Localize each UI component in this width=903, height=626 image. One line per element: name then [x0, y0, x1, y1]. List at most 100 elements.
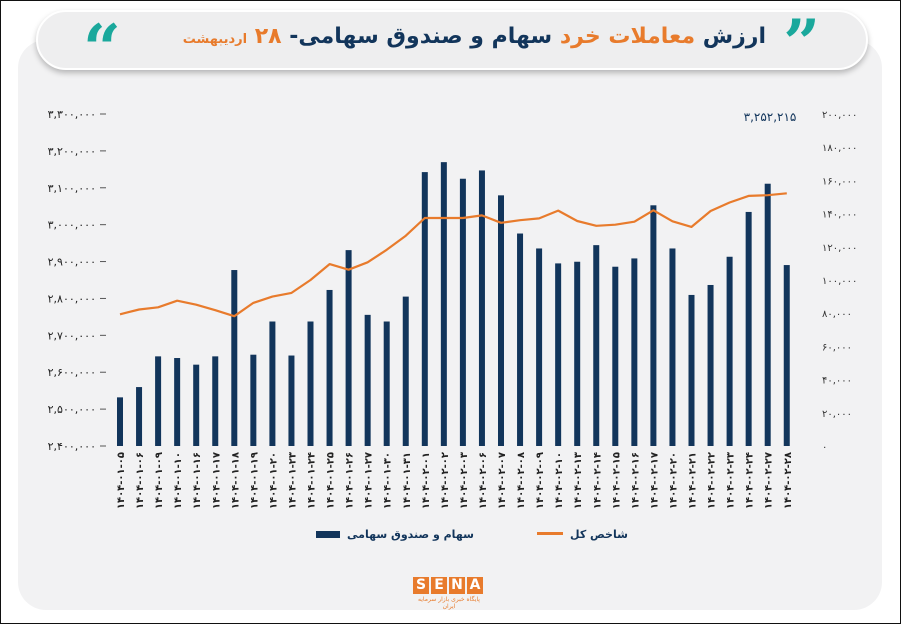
x-tick-label: ۱۴۰۴-۰۲-۱۴ — [592, 452, 603, 509]
bar-axis-tick: ۱۶۰,۰۰۰ — [822, 176, 857, 187]
index-axis-tick: ۳,۰۰۰,۰۰۰ — [48, 219, 96, 232]
index-axis-tick: ۲,۴۰۰,۰۰۰ — [48, 440, 96, 453]
bar-axis-tick: ۴۰,۰۰۰ — [822, 376, 852, 387]
bar — [193, 364, 200, 446]
x-tick-label: ۱۴۰۴-۰۱-۲۵ — [326, 452, 337, 509]
logo-letter: S — [413, 577, 429, 594]
x-axis-labels: ۱۴۰۴-۰۱-۰۵ ۱۴۰۴-۰۱-۰۶ ۱۴۰۴-۰۱-۰۹ ۱۴۰۴-۰۱-۱۰… — [116, 452, 794, 509]
x-tick-label: ۱۴۰۴-۰۱-۲۴ — [307, 452, 318, 509]
x-tick-label: ۱۴۰۴-۰۱-۲۷ — [364, 452, 375, 509]
index-axis-tick: ۲,۷۰۰,۰۰۰ — [48, 329, 96, 342]
bar — [555, 263, 562, 446]
bar — [402, 296, 409, 446]
x-tick-label: ۱۴۰۴-۰۱-۱۷ — [211, 452, 222, 509]
bar — [269, 321, 276, 446]
x-tick-label: ۱۴۰۴-۰۱-۲۰ — [268, 452, 279, 509]
x-tick-label: ۱۴۰۴-۰۲-۲۳ — [726, 452, 737, 509]
bar — [307, 321, 314, 446]
x-tick-label: ۱۴۰۴-۰۲-۲۷ — [764, 452, 775, 509]
x-tick-label: ۱۴۰۴-۰۲-۲۴ — [745, 452, 756, 509]
x-tick-label: ۱۴۰۴-۰۱-۰۶ — [135, 452, 146, 509]
bar — [345, 250, 352, 446]
x-tick-label: ۱۴۰۴-۰۲-۱۷ — [649, 452, 660, 509]
bar — [478, 170, 485, 446]
index-axis-tick: ۲,۵۰۰,۰۰۰ — [48, 403, 96, 416]
bar-axis-tick: ۱۲۰,۰۰۰ — [822, 243, 857, 254]
bar-axis-tick: ۱۰۰,۰۰۰ — [822, 276, 857, 287]
x-tick-label: ۱۴۰۴-۰۲-۱۳ — [573, 452, 584, 509]
title-part-day: ۲۸ — [254, 24, 282, 49]
bar — [669, 248, 676, 446]
quote-mark-left-icon: “ — [83, 10, 121, 88]
bar — [707, 284, 714, 446]
index-axis-tick: ۲,۹۰۰,۰۰۰ — [48, 256, 96, 269]
legend: سهام و صندوق سهامی شاخص کل — [316, 528, 628, 541]
bar-axis-tick: ۲۰۰,۰۰۰ — [822, 110, 857, 121]
x-tick-label: ۱۴۰۴-۰۲-۲۰ — [668, 452, 679, 509]
bar — [536, 248, 543, 446]
x-tick-label: ۱۴۰۴-۰۱-۱۸ — [230, 452, 241, 509]
bars-axis: ۰ ۲۰,۰۰۰ ۴۰,۰۰۰ ۶۰,۰۰۰ ۸۰,۰۰۰ ۱۰۰,۰۰۰ ۱۲۰,۰۰۰ ۱… — [822, 110, 857, 453]
index-axis-tick: ۲,۶۰۰,۰۰۰ — [48, 366, 96, 379]
bar — [574, 261, 581, 446]
bar — [764, 183, 771, 446]
legend-bar-swatch — [316, 531, 340, 538]
bar — [726, 256, 733, 446]
x-tick-label: ۱۴۰۴-۰۲-۰۸ — [516, 452, 527, 509]
x-tick-label: ۱۴۰۴-۰۲-۰۳ — [459, 452, 470, 509]
bar — [364, 314, 371, 446]
bar — [517, 233, 524, 446]
bar-axis-tick: ۱۴۰,۰۰۰ — [822, 210, 857, 221]
bar — [326, 289, 333, 446]
bar-axis-tick: ۸۰,۰۰۰ — [822, 309, 852, 320]
x-tick-label: ۱۴۰۴-۰۲-۱۶ — [630, 452, 641, 509]
logo-letter: N — [449, 577, 465, 594]
index-axis-tick: ۳,۱۰۰,۰۰۰ — [48, 182, 96, 195]
x-tick-label: ۱۴۰۴-۰۲-۱۰ — [554, 452, 565, 509]
bar — [117, 397, 123, 446]
legend-bar-label: سهام و صندوق سهامی — [347, 528, 474, 541]
title-part-stocks: سهام و صندوق سهامی- — [281, 24, 553, 49]
title-part-trades: معاملات خرد — [559, 24, 696, 49]
bars-series — [117, 162, 790, 447]
index-axis-tick: ۳,۳۰۰,۰۰۰ — [48, 108, 96, 121]
x-tick-label: ۱۴۰۴-۰۲-۱۵ — [611, 452, 622, 509]
x-tick-label: ۱۴۰۴-۰۱-۲۳ — [287, 452, 298, 509]
x-tick-label: ۱۴۰۴-۰۱-۱۹ — [249, 452, 260, 509]
logo-letter: A — [467, 577, 483, 594]
bar — [745, 211, 752, 446]
page-title: ارزش معاملات خرد سهام و صندوق سهامی- ۲۸ … — [183, 21, 766, 56]
bar — [250, 354, 257, 446]
bar — [783, 265, 790, 446]
bar — [231, 270, 238, 446]
x-tick-label: ۱۴۰۴-۰۲-۲۲ — [707, 452, 718, 509]
bar — [421, 172, 428, 446]
x-tick-label: ۱۴۰۴-۰۲-۰۱ — [421, 452, 432, 509]
bar — [631, 258, 638, 446]
bar-axis-tick: ۶۰,۰۰۰ — [822, 342, 852, 353]
x-tick-label: ۱۴۰۴-۰۱-۰۵ — [116, 452, 127, 509]
logo-tagline: پایگاه خبری بازار سرمایه ایران — [418, 596, 480, 610]
bar — [288, 355, 295, 446]
bar-axis-tick: ۲۰,۰۰۰ — [822, 409, 852, 420]
logo-letter: E — [431, 577, 447, 594]
title-part-value: ارزش — [702, 24, 766, 49]
index-axis-tick: ۳,۲۰۰,۰۰۰ — [48, 145, 96, 158]
chart-card — [18, 40, 882, 610]
last-index-annotation: ۳,۲۵۲,۲۱۵ — [744, 110, 797, 124]
x-tick-label: ۱۴۰۴-۰۱-۳۰ — [383, 452, 394, 509]
bar — [383, 321, 390, 446]
title-part-month: اردیبهشت — [182, 32, 248, 47]
bar — [155, 356, 162, 446]
x-tick-label: ۱۴۰۴-۰۲-۲۱ — [688, 452, 699, 509]
x-tick-label: ۱۴۰۴-۰۲-۲۸ — [783, 452, 794, 509]
x-tick-label: ۱۴۰۴-۰۲-۰۶ — [478, 452, 489, 509]
bar — [688, 294, 695, 446]
bar — [174, 358, 181, 446]
index-axis-tick: ۲,۸۰۰,۰۰۰ — [48, 292, 96, 305]
legend-line-label: شاخص کل — [570, 528, 628, 541]
bar — [440, 162, 447, 446]
bar — [212, 356, 219, 446]
